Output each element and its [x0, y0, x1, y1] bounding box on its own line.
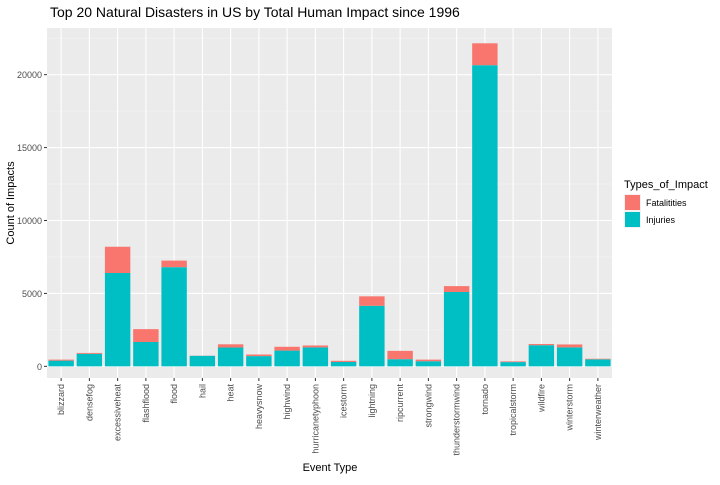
bar-fatalities	[387, 351, 412, 359]
legend-label: Injuries	[646, 215, 676, 225]
bar-injuries	[331, 362, 356, 366]
x-tick-label: tornado	[480, 384, 490, 415]
bar-fatalities	[500, 361, 525, 362]
bar-fatalities	[48, 360, 73, 361]
bar-fatalities	[444, 286, 469, 292]
bar-fatalities	[133, 329, 158, 342]
bar-injuries	[218, 348, 243, 367]
bar-injuries	[303, 347, 328, 366]
x-tick-label: heat	[226, 384, 236, 402]
bar-injuries	[105, 273, 130, 366]
x-tick-label: highwind	[282, 384, 292, 420]
x-tick-label: hail	[197, 384, 207, 398]
y-tick-label: 20000	[17, 70, 42, 80]
x-tick-label: blizzard	[56, 384, 66, 415]
legend-label: Fatalitities	[646, 198, 687, 208]
x-tick-label: densefog	[84, 384, 94, 421]
bar-injuries	[246, 356, 271, 366]
y-tick-label: 5000	[22, 289, 42, 299]
x-tick-label: icestorm	[339, 384, 349, 418]
x-tick-label: winterstorm	[565, 384, 575, 432]
x-tick-label: flashflood	[141, 384, 151, 423]
bar-injuries	[359, 306, 384, 367]
x-tick-label: excessiveheat	[113, 384, 123, 442]
x-tick-label: thunderstormwind	[452, 384, 462, 456]
bar-fatalities	[246, 355, 271, 357]
bar-injuries	[48, 361, 73, 367]
bar-injuries	[133, 342, 158, 366]
x-tick-label: ripcurrent	[395, 384, 405, 423]
bar-injuries	[585, 359, 610, 366]
x-tick-label: lightning	[367, 384, 377, 418]
chart-title: Top 20 Natural Disasters in US by Total …	[50, 4, 460, 20]
y-tick-label: 10000	[17, 216, 42, 226]
plot-panel	[47, 28, 612, 378]
x-axis: blizzard densefog excessiveheat flashflood f…	[56, 378, 603, 456]
bar-fatalities	[359, 296, 384, 305]
legend-key	[625, 212, 640, 227]
bar-fatalities	[218, 344, 243, 347]
bar-fatalities	[161, 261, 186, 268]
legend-key	[625, 195, 640, 210]
x-tick-label: flood	[169, 384, 179, 404]
y-tick-label: 0	[37, 362, 42, 372]
bar-fatalities	[274, 347, 299, 351]
bar-fatalities	[105, 247, 130, 273]
y-axis-label: Count of Impacts	[5, 161, 17, 245]
bar-injuries	[472, 65, 497, 366]
legend-title: Types_of_Impact	[624, 179, 708, 191]
x-tick-label: hurricanetyphoon	[310, 384, 320, 454]
bar-injuries	[444, 292, 469, 366]
x-tick-label: heavysnow	[254, 384, 264, 430]
bar-injuries	[161, 267, 186, 366]
bar-fatalities	[557, 344, 582, 347]
bar-injuries	[274, 351, 299, 367]
bar-fatalities	[585, 359, 610, 360]
x-tick-label: tropicalstorm	[508, 384, 518, 436]
bar-injuries	[416, 361, 441, 366]
legend: Types_of_Impact Fatalitities Injuries	[624, 179, 708, 228]
y-axis: 0 5000 10000 15000 20000	[17, 70, 47, 372]
x-tick-label: wildfire	[536, 384, 546, 413]
y-tick-label: 15000	[17, 143, 42, 153]
bar-injuries	[557, 347, 582, 366]
bar-injuries	[529, 345, 554, 366]
bar-fatalities	[331, 361, 356, 362]
x-tick-label: strongwind	[423, 384, 433, 428]
bar-injuries	[190, 356, 215, 367]
x-tick-label: winterweather	[593, 384, 603, 441]
bar-fatalities	[472, 43, 497, 65]
bar-fatalities	[303, 345, 328, 347]
bar-injuries	[387, 359, 412, 366]
x-axis-label: Event Type	[303, 462, 358, 474]
bar-fatalities	[529, 344, 554, 345]
bar-injuries	[500, 362, 525, 366]
bar-fatalities	[416, 360, 441, 362]
legend-items: Fatalitities Injuries	[624, 194, 687, 228]
bar-fatalities	[77, 353, 102, 354]
bar-injuries	[77, 354, 102, 367]
